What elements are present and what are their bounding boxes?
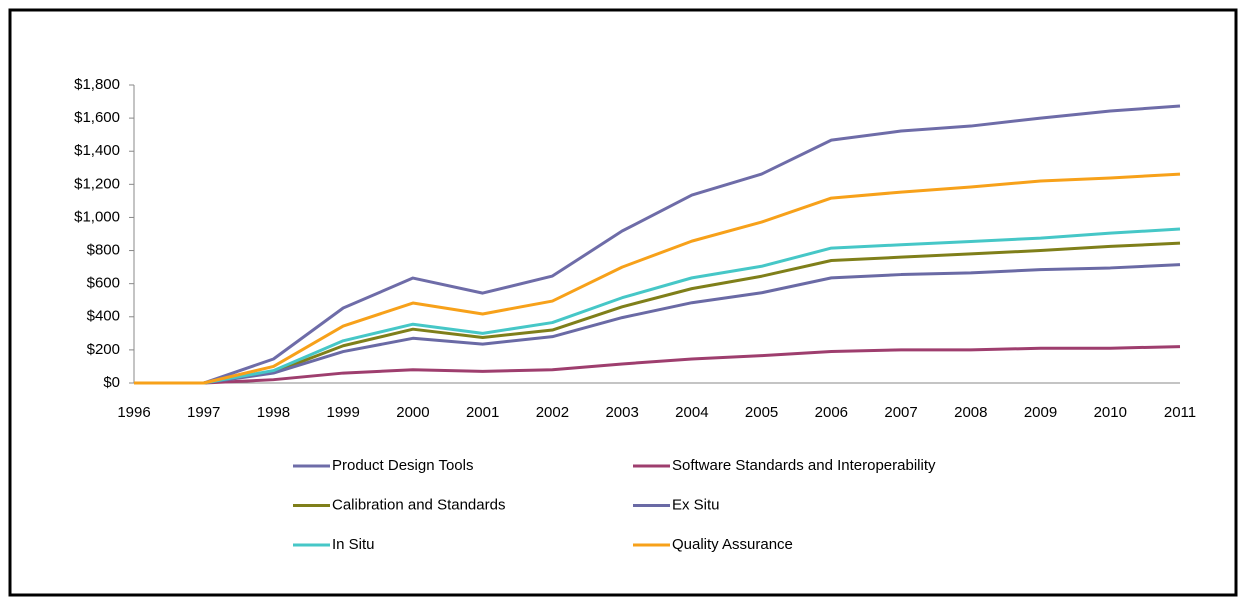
- x-tick-label: 2005: [745, 404, 778, 421]
- series-line: [134, 345, 1181, 385]
- series-line: [134, 172, 1181, 385]
- x-tick-label: 2003: [605, 404, 638, 421]
- x-tick-label: 2011: [1164, 404, 1196, 421]
- y-tick-label: $0: [103, 374, 120, 391]
- x-tick-label: 1998: [257, 404, 290, 421]
- x-tick-label: 2002: [536, 404, 569, 421]
- series-line: [134, 241, 1181, 385]
- y-tick-label: $1,400: [74, 142, 120, 159]
- x-tick-label: 1996: [117, 404, 150, 421]
- x-tick-label: 2006: [815, 404, 848, 421]
- series-line: [134, 227, 1181, 385]
- x-tick-label: 2007: [884, 404, 917, 421]
- series-line: [134, 104, 1181, 385]
- x-tick-label: 1997: [187, 404, 220, 421]
- legend-label: Software Standards and Interoperability: [672, 457, 936, 474]
- x-tick-label: 2010: [1094, 404, 1127, 421]
- y-tick-label: $1,600: [74, 109, 120, 126]
- y-tick-label: $600: [87, 275, 120, 292]
- x-tick-label: 1999: [327, 404, 360, 421]
- y-tick-label: $1,200: [74, 175, 120, 192]
- x-tick-label: 2001: [466, 404, 499, 421]
- legend-label: Quality Assurance: [672, 536, 793, 553]
- y-tick-label: $800: [87, 242, 120, 259]
- x-tick-label: 2008: [954, 404, 987, 421]
- legend-label: Calibration and Standards: [332, 496, 505, 513]
- series-line: [134, 263, 1181, 385]
- legend-label: Ex Situ: [672, 496, 720, 513]
- chart-border: [8, 8, 1238, 597]
- x-tick-label: 2004: [675, 404, 708, 421]
- legend-label: Product Design Tools: [332, 457, 473, 474]
- legend-label: In Situ: [332, 536, 375, 553]
- y-tick-label: $400: [87, 308, 120, 325]
- x-tick-label: 2009: [1024, 404, 1057, 421]
- x-tick-label: 2000: [396, 404, 429, 421]
- y-tick-label: $200: [87, 341, 120, 358]
- y-tick-label: $1,000: [74, 208, 120, 225]
- y-tick-label: $1,800: [74, 76, 120, 93]
